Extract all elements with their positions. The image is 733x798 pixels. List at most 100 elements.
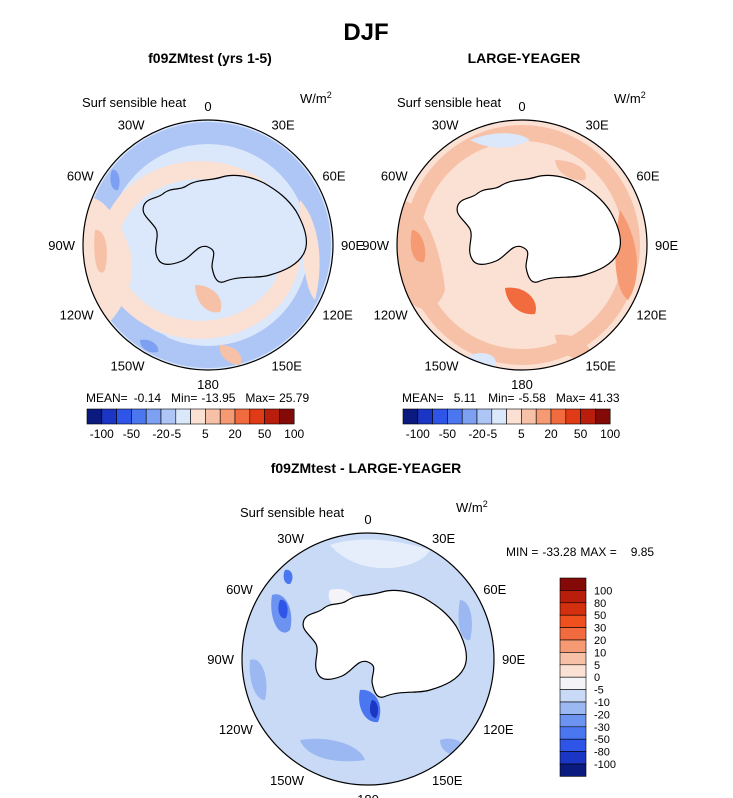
lon-label-180: 180: [197, 377, 219, 392]
colorbar-swatch: [190, 408, 206, 425]
panel-a-colorbar: -100 -50 -20 -5 5 20 50 100: [86, 408, 305, 441]
lon-label-60w: 60W: [67, 169, 94, 184]
colorbar-swatch: [116, 408, 132, 425]
colorbar-swatch: [432, 408, 448, 425]
panel-b-warm-spot-4: [555, 334, 591, 361]
colorbar-label: -5: [170, 427, 181, 441]
panel-c-map: [242, 533, 494, 785]
panel-b-units: W/m2: [614, 90, 646, 106]
colorbar-swatch: [559, 652, 587, 666]
panel-a-cool-spot-1: [130, 328, 180, 357]
lon-label-120e: 120E: [483, 722, 514, 737]
panel-a-warm-spot-2: [195, 285, 222, 313]
lon-label-120w: 120W: [60, 308, 95, 323]
colorbar-label: -20: [152, 427, 170, 441]
panel-b-stats: MEAN= 5.11 Min= -5.58 Max= 41.33: [402, 391, 620, 405]
colorbar-label: 5: [202, 427, 209, 441]
panel-c-variable: Surf sensible heat: [240, 505, 344, 520]
lon-label-150e: 150E: [272, 358, 303, 373]
colorbar-swatch: [559, 602, 587, 616]
panel-c-cool-spot-1: [278, 599, 288, 619]
colorbar-swatch: [249, 408, 265, 425]
colorbar-label: -30: [594, 722, 610, 734]
lon-label-60e: 60E: [322, 169, 345, 184]
colorbar-label: -50: [123, 427, 141, 441]
colorbar-swatch: [417, 408, 433, 425]
lon-label-30w: 30W: [118, 118, 145, 133]
panel-b-title: LARGE-YEAGER: [468, 50, 581, 66]
colorbar-swatch: [447, 408, 463, 425]
lon-label-60w: 60W: [381, 169, 408, 184]
lon-label-120e: 120E: [636, 308, 667, 323]
panel-large-yeager: LARGE-YEAGER Surf sensible heat W/m2 0 30…: [362, 50, 678, 441]
panel-c-cool-south: [300, 738, 365, 762]
lon-label-90e: 90E: [502, 652, 525, 667]
colorbar-label: 20: [544, 427, 558, 441]
colorbar-swatch: [580, 408, 596, 425]
panel-a-cool-spot-2: [140, 339, 159, 353]
colorbar-swatch: [559, 590, 587, 604]
colorbar-label: 20: [228, 427, 242, 441]
colorbar-label: -5: [486, 427, 497, 441]
colorbar-label: 50: [574, 427, 588, 441]
colorbar-swatch: [559, 577, 587, 591]
lon-label-90w: 90W: [207, 652, 234, 667]
panel-c-lon-labels: 0 30E 60E 90E 120E 150E 180 150W 120W 90W 60W 30W: [207, 512, 525, 798]
lon-label-30e: 30E: [432, 531, 455, 546]
colorbar-swatch: [521, 408, 537, 425]
panel-f09zmtest: f09ZMtest (yrs 1-5) Surf sensible heat W…: [48, 50, 364, 441]
colorbar-swatch: [219, 408, 236, 425]
colorbar-swatch: [559, 689, 587, 703]
lon-label-120w: 120W: [219, 722, 254, 737]
colorbar-swatch: [559, 738, 587, 752]
panel-b-colorbar: -100 -50 -20 -5 5 20 50 100: [402, 408, 621, 441]
colorbar-label: 100: [594, 585, 612, 597]
colorbar-label: 50: [594, 610, 606, 622]
colorbar-label: -100: [406, 427, 430, 441]
colorbar-swatch: [559, 726, 587, 740]
lon-label-180: 180: [357, 792, 379, 798]
colorbar-swatch: [559, 714, 587, 728]
colorbar-swatch: [559, 614, 587, 628]
lon-label-60w: 60W: [226, 582, 253, 597]
panel-c-stats: MIN = -33.28 MAX = 9.85: [506, 545, 654, 559]
lon-label-150w: 150W: [270, 773, 305, 788]
lon-label-0: 0: [364, 512, 371, 527]
panel-a-map: [83, 120, 333, 370]
panel-a-border: [82, 119, 334, 371]
panel-c-border: [241, 532, 495, 786]
figure-title: DJF: [343, 19, 388, 46]
panel-c-units: W/m2: [456, 499, 488, 515]
colorbar-label: -50: [439, 427, 457, 441]
panel-c-cool-west-2: [249, 659, 267, 700]
colorbar-label: -20: [594, 709, 610, 721]
colorbar-swatch: [535, 408, 552, 425]
colorbar-label: 0: [594, 672, 600, 684]
panel-a-warm-east: [300, 200, 320, 300]
lon-label-60e: 60E: [483, 582, 506, 597]
colorbar-label: -10: [594, 697, 610, 709]
colorbar-swatch: [559, 701, 587, 715]
colorbar-label: -80: [594, 747, 610, 759]
lon-label-120w: 120W: [374, 308, 409, 323]
lon-label-150w: 150W: [425, 358, 460, 373]
panel-a-title: f09ZMtest (yrs 1-5): [148, 50, 272, 66]
colorbar-label: 5: [518, 427, 525, 441]
colorbar-swatch: [86, 408, 103, 425]
panel-c-title: f09ZMtest - LARGE-YEAGER: [271, 460, 462, 476]
colorbar-swatch: [559, 639, 587, 653]
lon-label-30w: 30W: [277, 531, 304, 546]
lon-label-180: 180: [511, 377, 533, 392]
colorbar-label: 10: [594, 647, 606, 659]
panel-a-cool-spot-3: [110, 169, 120, 191]
colorbar-label: 5: [594, 660, 600, 672]
panel-c-cool-spot-4: [369, 700, 379, 718]
colorbar-label: -100: [90, 427, 114, 441]
panel-b-cool-north: [470, 133, 530, 148]
colorbar-swatch: [559, 676, 587, 690]
panel-a-variable: Surf sensible heat: [82, 95, 186, 110]
lon-label-150e: 150E: [432, 773, 463, 788]
colorbar-label: -20: [468, 427, 486, 441]
colorbar-swatch: [559, 664, 587, 678]
